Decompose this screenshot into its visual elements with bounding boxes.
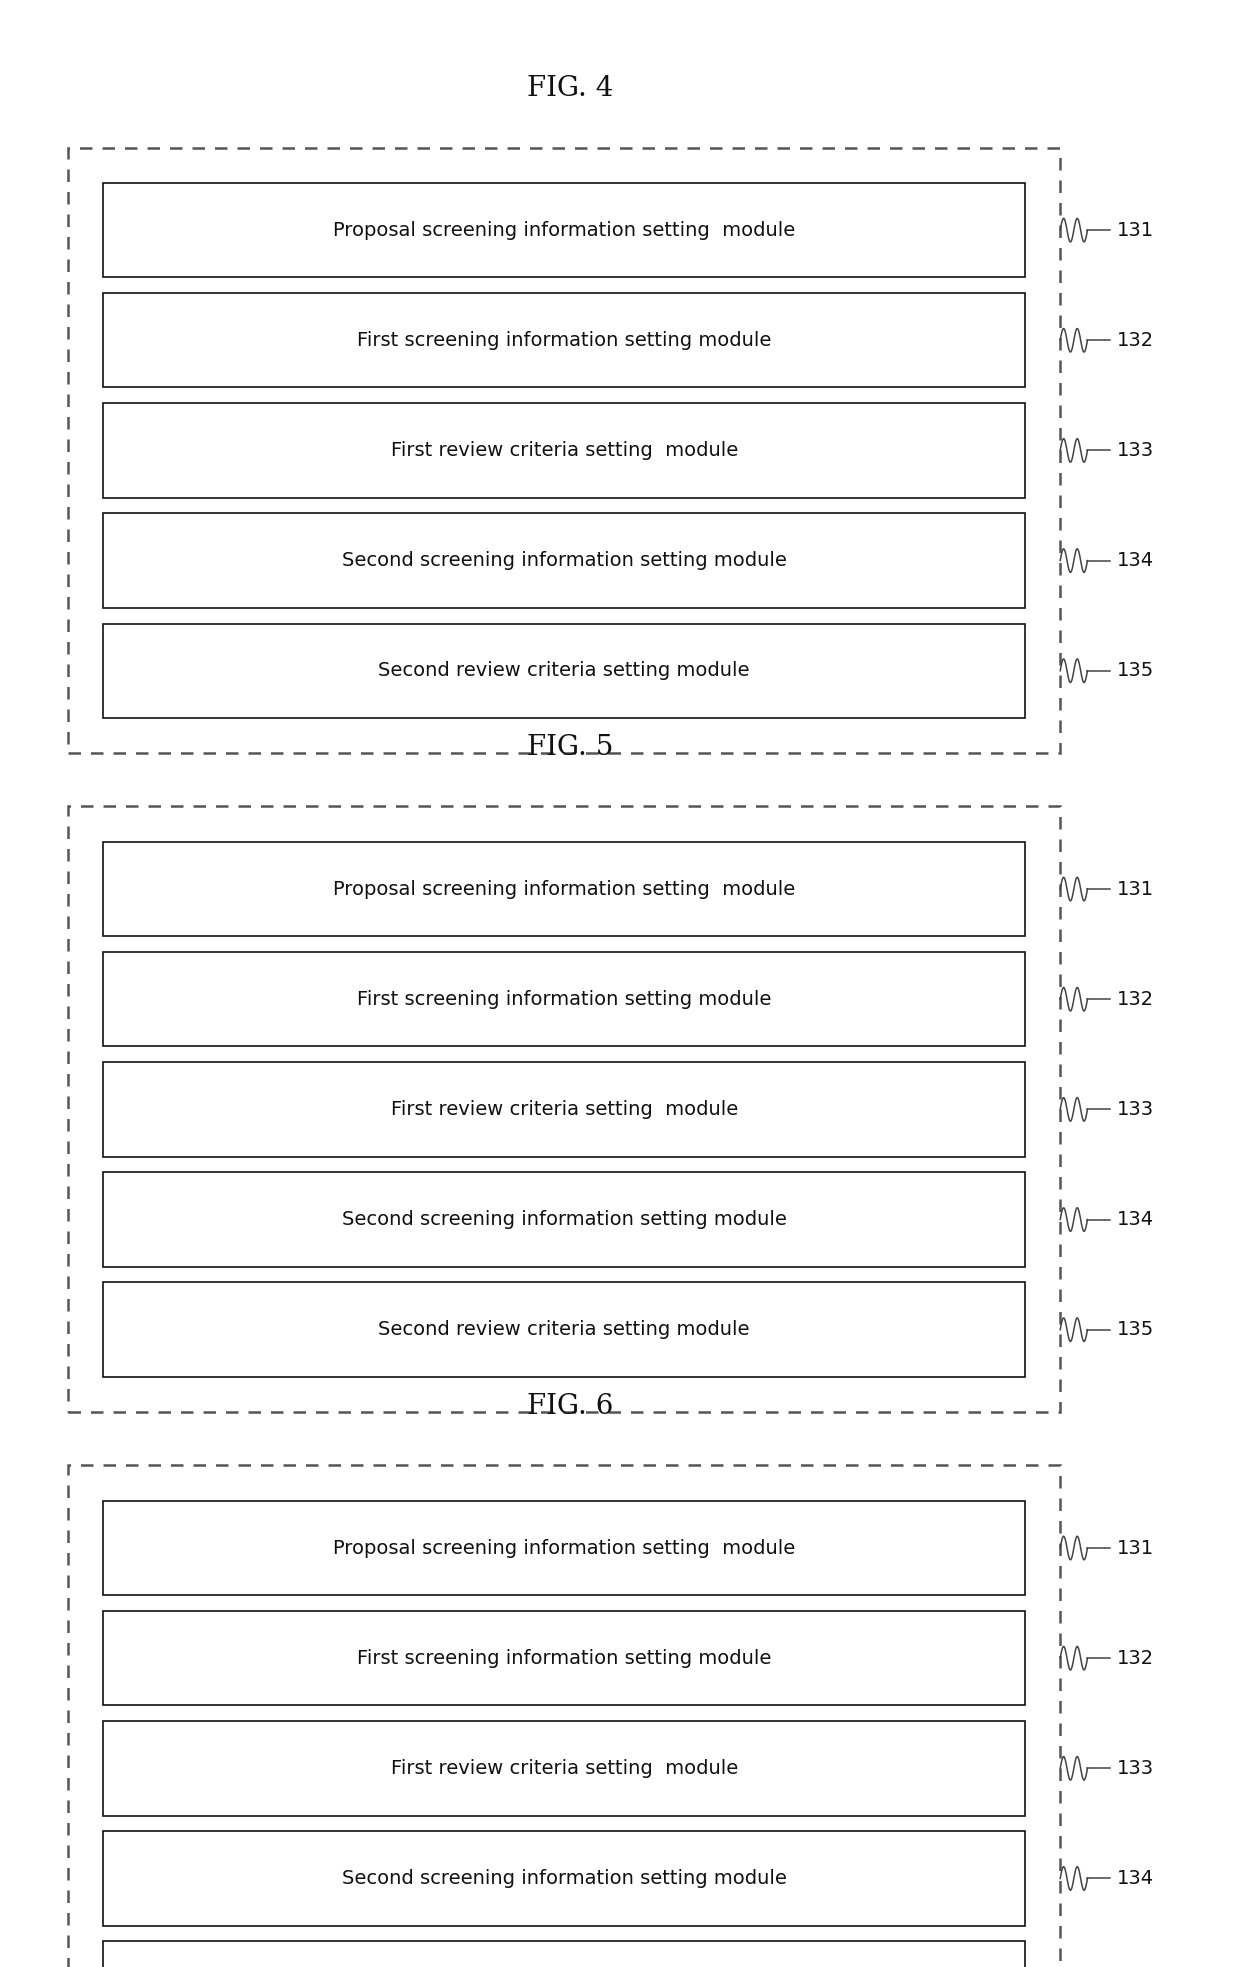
Text: First review criteria setting  module: First review criteria setting module — [391, 1758, 738, 1778]
FancyBboxPatch shape — [103, 293, 1025, 387]
Text: Second screening information setting module: Second screening information setting mod… — [342, 1869, 786, 1888]
FancyBboxPatch shape — [103, 1721, 1025, 1816]
Text: FIG. 4: FIG. 4 — [527, 75, 614, 102]
Text: First screening information setting module: First screening information setting modu… — [357, 330, 771, 350]
Text: FIG. 6: FIG. 6 — [527, 1393, 614, 1420]
Text: Proposal screening information setting  module: Proposal screening information setting m… — [334, 879, 795, 899]
Text: FIG. 5: FIG. 5 — [527, 734, 614, 761]
FancyBboxPatch shape — [103, 1501, 1025, 1595]
Text: First screening information setting module: First screening information setting modu… — [357, 989, 771, 1009]
Text: First review criteria setting  module: First review criteria setting module — [391, 441, 738, 460]
FancyBboxPatch shape — [103, 842, 1025, 936]
FancyBboxPatch shape — [103, 1611, 1025, 1705]
Text: 134: 134 — [1117, 1210, 1154, 1229]
Text: 132: 132 — [1117, 989, 1154, 1009]
FancyBboxPatch shape — [103, 403, 1025, 498]
FancyBboxPatch shape — [68, 1465, 1060, 1967]
FancyBboxPatch shape — [103, 952, 1025, 1046]
Text: Second review criteria setting module: Second review criteria setting module — [378, 1320, 750, 1340]
Text: 131: 131 — [1117, 220, 1154, 240]
Text: 135: 135 — [1117, 661, 1154, 681]
Text: 134: 134 — [1117, 1869, 1154, 1888]
Text: First review criteria setting  module: First review criteria setting module — [391, 1100, 738, 1119]
FancyBboxPatch shape — [103, 624, 1025, 718]
Text: Proposal screening information setting  module: Proposal screening information setting m… — [334, 220, 795, 240]
Text: Proposal screening information setting  module: Proposal screening information setting m… — [334, 1538, 795, 1558]
Text: Second screening information setting module: Second screening information setting mod… — [342, 551, 786, 570]
FancyBboxPatch shape — [103, 1941, 1025, 1967]
FancyBboxPatch shape — [103, 1062, 1025, 1157]
FancyBboxPatch shape — [103, 513, 1025, 608]
Text: 133: 133 — [1117, 1100, 1154, 1119]
Text: 132: 132 — [1117, 330, 1154, 350]
Text: 135: 135 — [1117, 1320, 1154, 1340]
Text: 132: 132 — [1117, 1648, 1154, 1668]
Text: 131: 131 — [1117, 1538, 1154, 1558]
FancyBboxPatch shape — [103, 1172, 1025, 1267]
Text: 134: 134 — [1117, 551, 1154, 570]
Text: 133: 133 — [1117, 1758, 1154, 1778]
Text: 133: 133 — [1117, 441, 1154, 460]
Text: Second screening information setting module: Second screening information setting mod… — [342, 1210, 786, 1229]
FancyBboxPatch shape — [68, 806, 1060, 1412]
FancyBboxPatch shape — [103, 183, 1025, 277]
Text: First screening information setting module: First screening information setting modu… — [357, 1648, 771, 1668]
FancyBboxPatch shape — [103, 1282, 1025, 1377]
Text: Second review criteria setting module: Second review criteria setting module — [378, 661, 750, 681]
FancyBboxPatch shape — [103, 1831, 1025, 1926]
FancyBboxPatch shape — [68, 148, 1060, 753]
Text: 131: 131 — [1117, 879, 1154, 899]
